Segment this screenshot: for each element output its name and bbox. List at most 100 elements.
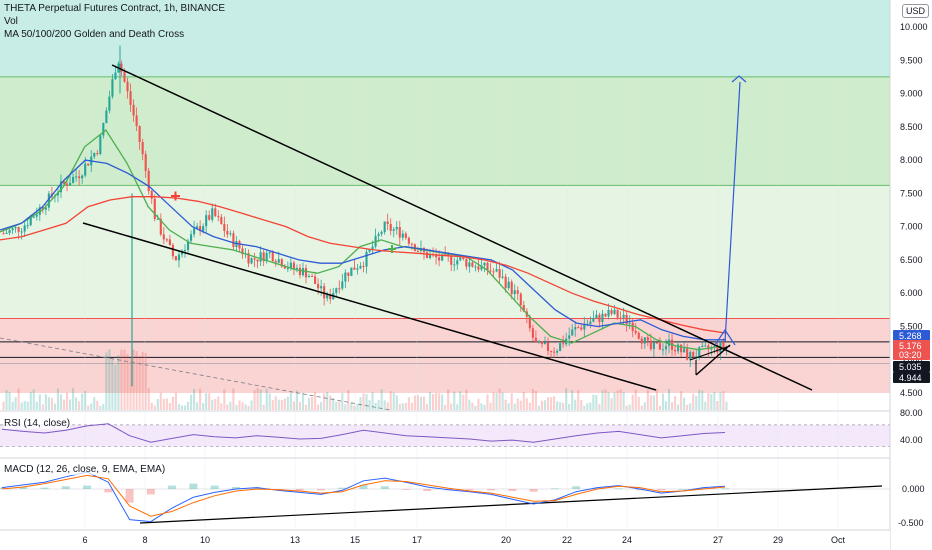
candle-body — [205, 215, 208, 227]
candle-body — [307, 276, 311, 278]
volume-bar — [2, 401, 5, 410]
macd-histogram-bar — [295, 489, 304, 491]
candle-body — [438, 257, 441, 261]
candle-body — [298, 267, 302, 276]
candle-body — [674, 349, 677, 352]
volume-bar — [301, 392, 305, 410]
macd-histogram-bar — [0, 487, 6, 489]
candle-body — [549, 350, 553, 352]
candle-body — [686, 348, 689, 360]
volume-bar — [425, 403, 429, 410]
candle-body — [465, 258, 468, 267]
candle-body — [335, 288, 338, 293]
volume-bar — [295, 390, 298, 410]
macd-histogram-bar — [253, 487, 262, 489]
grid — [84, 0, 839, 530]
candle-body — [93, 152, 96, 157]
volume-bar — [341, 392, 344, 410]
candle-body — [441, 254, 444, 261]
volume-bar — [480, 403, 483, 410]
time-tick-label: 20 — [501, 535, 511, 545]
candle-body — [435, 254, 438, 258]
volume-bar — [247, 405, 250, 410]
volume-bar — [664, 401, 668, 410]
time-tick-label: 24 — [622, 535, 632, 545]
volume-bar — [304, 404, 308, 410]
volume-bar — [401, 403, 404, 410]
volume-bar — [298, 401, 302, 410]
candle-body — [223, 223, 226, 231]
macd-histogram-bar — [657, 489, 666, 491]
macd-histogram-bar — [550, 488, 559, 490]
volume-bar — [99, 405, 102, 410]
time-tick-label: 15 — [350, 535, 360, 545]
volume-bar — [335, 401, 338, 410]
volume-bar — [474, 405, 477, 410]
drawn-trendlines[interactable] — [0, 64, 883, 524]
volume-bar — [625, 405, 628, 410]
volume-legend[interactable]: Vol — [4, 16, 18, 27]
volume-bar — [244, 404, 247, 410]
volume-bar — [553, 396, 556, 410]
dashed-support-line — [0, 337, 391, 411]
price-tick-label: 9.000 — [900, 89, 923, 99]
volume-bar — [450, 403, 453, 410]
volume-bars — [2, 349, 728, 410]
volume-bar — [350, 402, 353, 410]
candle-body — [689, 351, 692, 360]
volume-bar — [141, 351, 144, 410]
candle-body — [613, 309, 616, 314]
wedge-break-line — [689, 345, 731, 361]
price-axis[interactable]: 10.000 9.500 9.000 8.500 8.000 7.500 7.000 6.50… — [889, 0, 932, 550]
volume-bar — [8, 391, 11, 410]
candle-body — [489, 270, 492, 272]
volume-bar — [29, 392, 32, 410]
macd-histogram-bar — [721, 488, 729, 490]
volume-bar — [556, 401, 559, 410]
candle-body — [238, 241, 241, 249]
volume-bar — [307, 397, 311, 410]
macd-line — [1, 471, 726, 523]
candle-body — [649, 340, 652, 350]
time-axis[interactable]: 6 8 10 13 15 17 20 22 24 27 29 Oct — [0, 531, 890, 550]
volume-bar — [432, 394, 435, 410]
candle-body — [516, 290, 519, 294]
macd-histogram-bar — [678, 489, 687, 490]
candle-body — [531, 328, 534, 338]
candle-body — [425, 252, 429, 258]
ma-indicator-legend[interactable]: MA 50/100/200 Golden and Death Cross — [4, 29, 185, 40]
time-tick-label: 29 — [773, 535, 783, 545]
macd-histogram-bar — [508, 489, 517, 492]
macd-histogram-bar — [61, 486, 70, 489]
candle-body — [474, 266, 477, 268]
candle-body — [289, 262, 292, 269]
volume-bar — [314, 391, 317, 410]
rsi-legend[interactable]: RSI (14, close) — [4, 418, 71, 429]
currency-unit-badge[interactable]: USD — [902, 4, 930, 18]
candle-body — [401, 233, 404, 238]
time-tick-label: 8 — [142, 535, 147, 545]
macd-legend[interactable]: MACD (12, 26, close, 9, EMA, EMA) — [4, 464, 166, 475]
volume-bar — [416, 395, 419, 410]
volume-bar — [725, 401, 728, 410]
volume-bar — [229, 401, 232, 410]
candle-body — [492, 271, 495, 273]
upper-trendline — [111, 64, 813, 391]
candle-body — [211, 208, 214, 220]
macd-histogram-bar — [614, 488, 623, 490]
candle-body — [546, 342, 550, 351]
candle-body — [29, 217, 32, 226]
ma-line-100 — [0, 159, 726, 341]
volume-bar — [214, 398, 217, 410]
volume-bar — [692, 393, 695, 410]
candle-body — [580, 327, 583, 330]
candle-body — [132, 104, 135, 116]
macd-histogram-bar — [316, 489, 325, 491]
volume-bar — [368, 400, 371, 410]
volume-bar — [622, 392, 625, 410]
zone-red — [0, 318, 890, 393]
time-tick-label: 17 — [412, 535, 422, 545]
candle-body — [226, 230, 229, 235]
macd-tick-label: -0.500 — [898, 518, 924, 528]
